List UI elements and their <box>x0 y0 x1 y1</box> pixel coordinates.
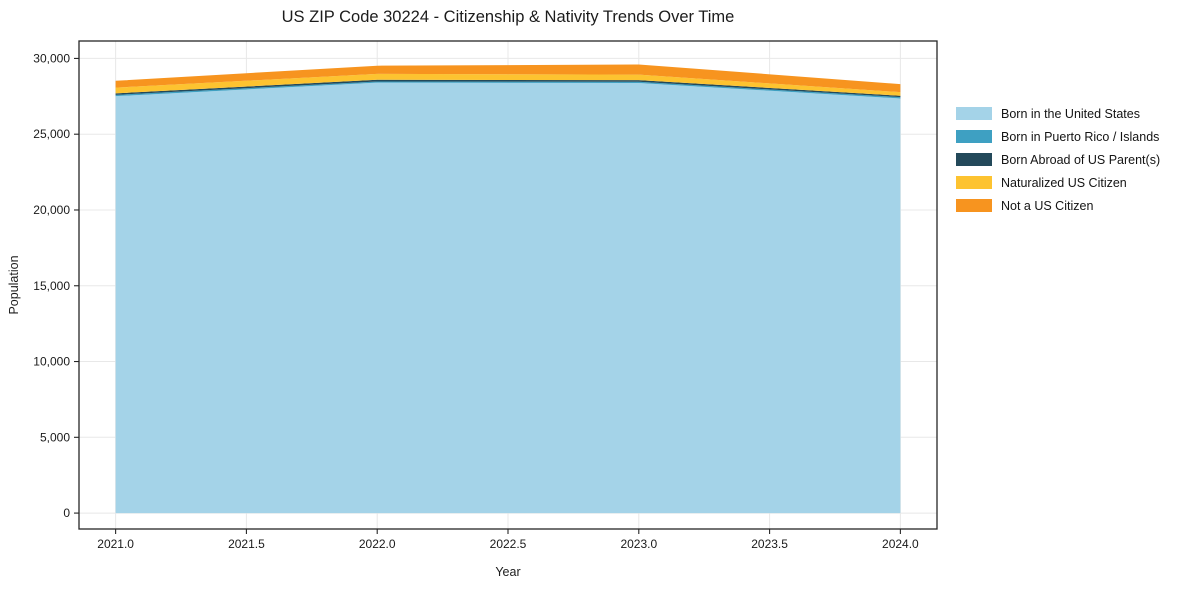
y-axis-label: Population <box>7 255 21 315</box>
x-tick-label: 2022.0 <box>359 537 396 551</box>
area-not-a-us-citizen <box>115 64 901 93</box>
x-axis-label: Year <box>495 565 521 579</box>
y-tick-label: 25,000 <box>33 127 70 141</box>
x-tick-label: 2023.5 <box>751 537 788 551</box>
legend: Born in the United States Born in Puerto … <box>956 102 1160 217</box>
tick-labels: 2021.0 2021.5 2022.0 2022.5 2023.0 2023.5 2024… <box>33 51 919 551</box>
stacked-areas <box>115 64 901 514</box>
axis-ticks <box>74 57 901 534</box>
legend-label: Born in Puerto Rico / Islands <box>1001 129 1160 144</box>
legend-item-born-in-puerto-rico-islands: Born in Puerto Rico / Islands <box>956 125 1160 148</box>
area-born-in-puerto-rico-islands <box>115 81 901 99</box>
x-tick-label: 2022.5 <box>490 537 527 551</box>
x-tick-label: 2021.5 <box>228 537 265 551</box>
legend-swatch <box>956 153 992 166</box>
x-tick-label: 2023.0 <box>620 537 657 551</box>
legend-swatch <box>956 199 992 212</box>
area-naturalized-us-citizen <box>115 73 901 96</box>
legend-item-born-in-the-united-states: Born in the United States <box>956 102 1160 125</box>
y-tick-label: 15,000 <box>33 279 70 293</box>
legend-label: Not a US Citizen <box>1001 198 1094 213</box>
chart-title: US ZIP Code 30224 - Citizenship & Nativi… <box>281 8 735 26</box>
area-born-abroad-of-us-parent-s <box>115 79 901 98</box>
y-tick-label: 5,000 <box>40 430 70 444</box>
y-tick-label: 30,000 <box>33 51 70 65</box>
legend-swatch <box>956 130 992 143</box>
legend-item-naturalized-us-citizen: Naturalized US Citizen <box>956 171 1160 194</box>
legend-label: Born Abroad of US Parent(s) <box>1001 152 1161 167</box>
y-tick-label: 0 <box>63 506 70 520</box>
x-tick-label: 2021.0 <box>97 537 134 551</box>
legend-label: Born in the United States <box>1001 106 1140 121</box>
legend-label: Naturalized US Citizen <box>1001 175 1127 190</box>
area-born-in-the-united-states <box>115 82 901 514</box>
legend-item-born-abroad-of-us-parent-s: Born Abroad of US Parent(s) <box>956 148 1160 171</box>
y-tick-label: 20,000 <box>33 203 70 217</box>
legend-item-not-a-us-citizen: Not a US Citizen <box>956 194 1160 217</box>
legend-swatch <box>956 176 992 189</box>
legend-swatch <box>956 107 992 120</box>
y-tick-label: 10,000 <box>33 355 70 369</box>
x-tick-label: 2024.0 <box>882 537 919 551</box>
